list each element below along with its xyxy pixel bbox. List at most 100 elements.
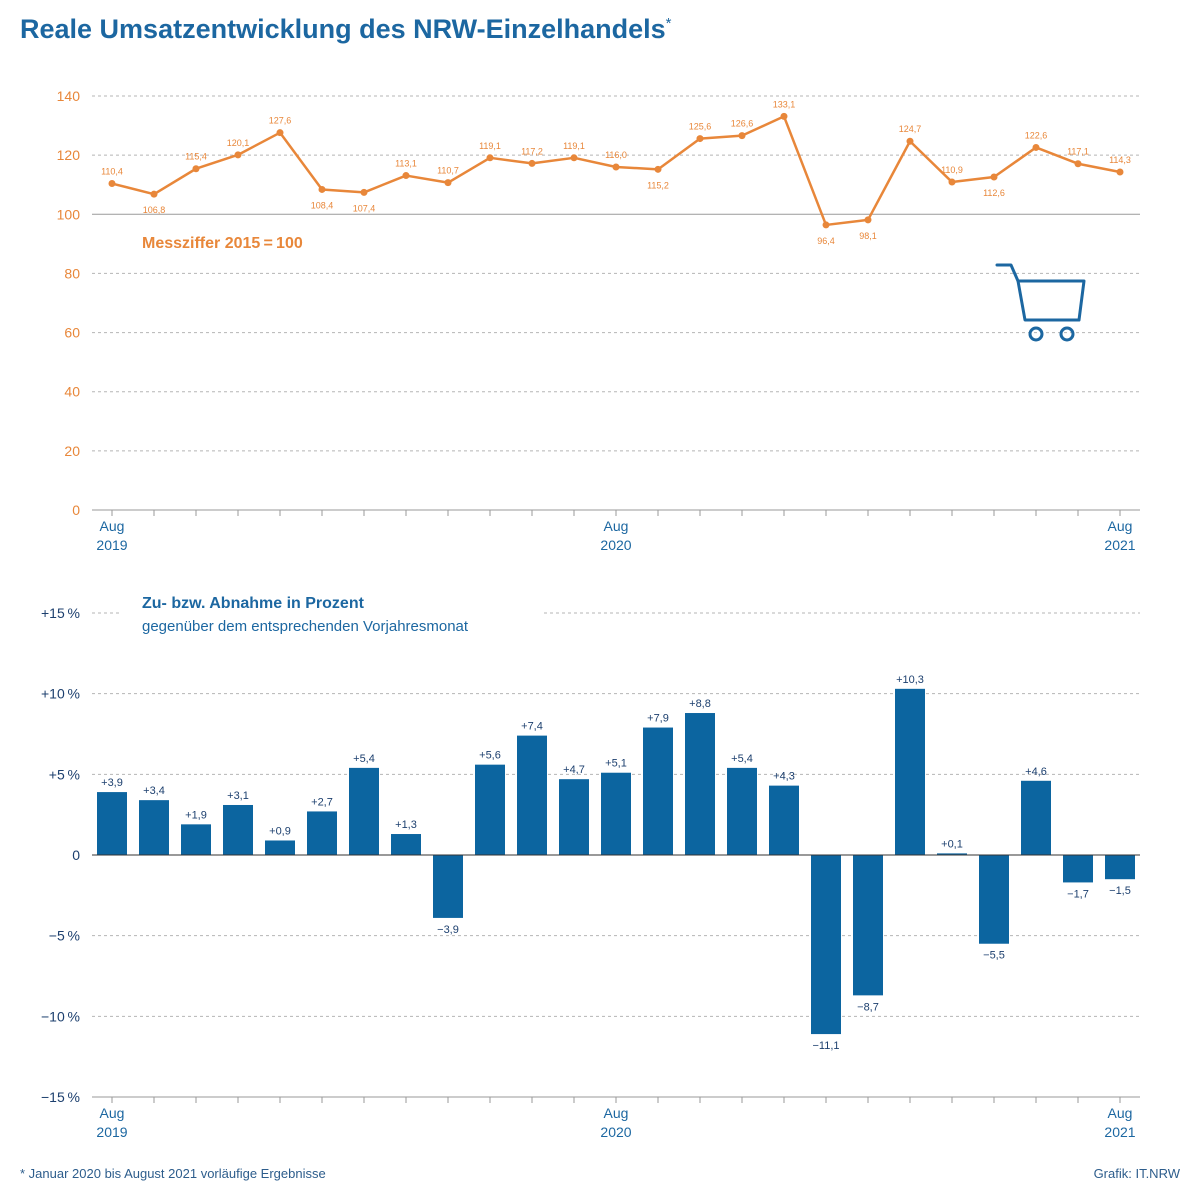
bar <box>1021 780 1051 855</box>
bar-value-label: −11,1 <box>812 1040 839 1052</box>
bar <box>223 804 253 855</box>
series-line <box>111 115 1121 227</box>
x-label-year: 2021 <box>1104 1124 1135 1140</box>
y-tick-label: −10 % <box>41 1008 80 1024</box>
y-tick-label: 120 <box>57 147 81 163</box>
bar <box>853 855 883 996</box>
y-tick-label: +10 % <box>41 686 80 702</box>
data-point <box>150 190 158 198</box>
bar <box>685 713 715 855</box>
x-label-month: Aug <box>100 1105 125 1121</box>
data-label: 116,0 <box>605 150 627 160</box>
data-point <box>528 159 536 167</box>
data-label: 98,1 <box>859 231 877 241</box>
bar-value-label: +7,9 <box>647 713 669 725</box>
data-label: 107,4 <box>353 203 376 213</box>
bar <box>559 779 589 855</box>
data-point <box>1032 143 1040 151</box>
bar <box>769 785 799 855</box>
bar <box>937 853 967 855</box>
bar-chart-subtitle: gegenüber dem entsprechenden Vorjahresmo… <box>142 618 469 635</box>
bar-value-label: +5,4 <box>731 753 753 765</box>
line-chart: 0 20 40 60 80 100 120 140 110,4 106,8 115,4 120,1 12… <box>57 88 1140 553</box>
title-text: Reale Umsatzentwicklung des NRW-Einzelha… <box>20 14 666 44</box>
bar-value-label: +4,6 <box>1025 766 1047 778</box>
y-tick-label: −5 % <box>49 928 80 944</box>
data-point <box>192 165 200 173</box>
data-label: 115,2 <box>647 180 669 190</box>
bar-value-label: +5,4 <box>353 753 375 765</box>
bar-value-label: +4,3 <box>773 771 795 783</box>
bar <box>265 840 295 855</box>
bar-value-label: −8,7 <box>857 1001 879 1013</box>
x-label-month: Aug <box>1108 518 1133 534</box>
bar-chart: −15 % −10 % −5 % 0 +5 % +10 % +15 % +3,9 +3,4 +1,… <box>41 595 1140 1140</box>
bar-value-label: +10,3 <box>896 674 924 686</box>
bar <box>139 800 169 855</box>
data-label: 133,1 <box>773 99 796 109</box>
x-label-year: 2019 <box>96 537 127 553</box>
bar-value-label: +0,1 <box>941 838 963 850</box>
footnote: * Januar 2020 bis August 2021 vorläufige… <box>20 1166 326 1181</box>
data-point <box>696 135 704 143</box>
data-label: 106,8 <box>143 205 166 215</box>
y-tick-label: 0 <box>72 502 80 518</box>
y-tick-label: 60 <box>64 325 80 341</box>
bar <box>181 824 211 855</box>
bar-value-label: +3,9 <box>101 777 123 789</box>
data-point <box>570 154 578 162</box>
bar-value-label: +1,9 <box>185 809 207 821</box>
data-point <box>738 132 746 140</box>
y-tick-label: 80 <box>64 265 80 281</box>
x-label-month: Aug <box>604 1105 629 1121</box>
data-point <box>108 180 116 188</box>
x-label-month: Aug <box>100 518 125 534</box>
x-label-year: 2019 <box>96 1124 127 1140</box>
data-label: 127,6 <box>269 116 292 126</box>
bar-value-label: +2,7 <box>311 796 333 808</box>
data-point <box>360 188 368 196</box>
data-point <box>990 173 998 181</box>
bar <box>895 688 925 855</box>
y-tick-label: 100 <box>57 206 81 222</box>
bar <box>643 727 673 855</box>
bar-value-label: +0,9 <box>269 825 291 837</box>
data-point <box>1074 160 1082 168</box>
bar-value-label: +3,4 <box>143 785 165 797</box>
data-label: 117,2 <box>521 146 543 156</box>
y-tick-label: 40 <box>64 384 80 400</box>
y-tick-label: +15 % <box>41 605 80 621</box>
bar-value-label: +5,6 <box>479 750 501 762</box>
bar <box>1105 855 1135 880</box>
bar-chart-title: Zu- bzw. Abnahme in Prozent <box>142 595 365 612</box>
data-label: 119,1 <box>563 141 585 151</box>
bar-value-label: +4,7 <box>563 764 585 776</box>
bar-value-label: −1,7 <box>1067 888 1089 900</box>
source-credit: Grafik: IT.NRW <box>1093 1166 1180 1181</box>
x-label-year: 2021 <box>1104 537 1135 553</box>
bar-value-label: −5,5 <box>983 950 1005 962</box>
bar <box>979 855 1009 944</box>
y-tick-label: 0 <box>72 847 80 863</box>
bar <box>601 772 631 855</box>
y-tick-label: +5 % <box>49 766 80 782</box>
data-point <box>402 172 410 180</box>
data-label: 110,7 <box>437 166 459 176</box>
x-label-year: 2020 <box>600 537 631 553</box>
data-point <box>612 163 620 171</box>
x-label-year: 2020 <box>600 1124 631 1140</box>
data-label: 108,4 <box>311 200 334 210</box>
data-point <box>234 151 242 159</box>
x-label-month: Aug <box>1108 1105 1133 1121</box>
bar-value-label: +5,1 <box>605 758 627 770</box>
chart-title: Reale Umsatzentwicklung des NRW-Einzelha… <box>20 14 671 45</box>
data-label: 124,7 <box>899 124 922 134</box>
bar-value-label: +3,1 <box>227 790 249 802</box>
data-point <box>822 221 830 229</box>
bar <box>811 855 841 1035</box>
data-label: 125,6 <box>689 122 712 132</box>
data-point <box>444 179 452 187</box>
bar <box>349 767 379 855</box>
bar <box>391 834 421 855</box>
